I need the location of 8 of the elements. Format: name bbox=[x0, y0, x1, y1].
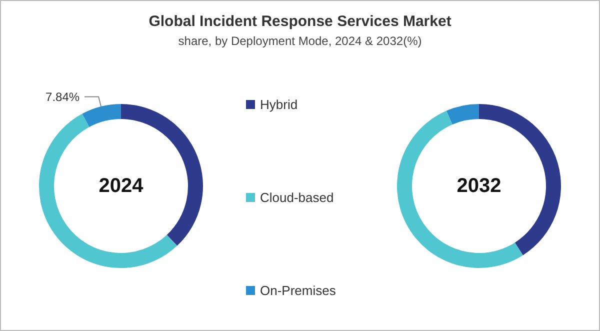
slice-label: 2032 bbox=[456, 175, 502, 197]
legend-label: On-Premises bbox=[260, 283, 336, 298]
chart-title: Global Incident Response Services Market bbox=[148, 13, 452, 30]
legend-label: Cloud-based bbox=[260, 190, 334, 205]
data-label: 7.84% bbox=[46, 90, 80, 104]
chart-subtitle: share, by Deployment Mode, 2024 & 2032(%) bbox=[178, 34, 422, 48]
legend-label: Hybrid bbox=[260, 97, 298, 112]
slice-label: 2024 bbox=[98, 175, 144, 197]
